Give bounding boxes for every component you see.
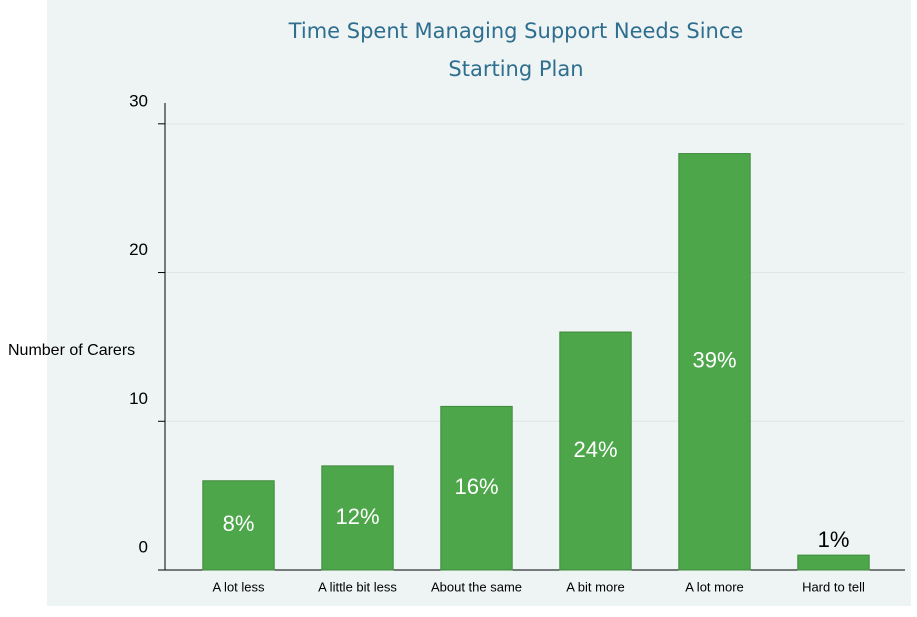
bar	[440, 405, 513, 571]
chart-title: Starting Plan	[448, 57, 583, 81]
chart-title: Time Spent Managing Support Needs Since	[288, 19, 744, 43]
data-label: 12%	[335, 504, 379, 529]
x-tick-label: A little bit less	[318, 579, 397, 594]
x-tick-label: A bit more	[566, 579, 625, 594]
y-tick-label: 20	[129, 240, 148, 259]
bar	[559, 331, 632, 571]
x-tick-label: Hard to tell	[802, 579, 865, 594]
bar	[678, 153, 751, 571]
data-label: 39%	[692, 348, 736, 373]
bar	[797, 554, 870, 571]
data-label: 1%	[818, 527, 850, 552]
y-tick-label: 0	[139, 537, 148, 556]
bar	[321, 465, 394, 571]
x-tick-label: A lot more	[685, 579, 744, 594]
bar	[202, 480, 275, 571]
data-label: 16%	[454, 474, 498, 499]
data-label: 24%	[573, 437, 617, 462]
y-axis-label: Number of Carers	[8, 342, 135, 359]
x-tick-label: A lot less	[212, 579, 265, 594]
y-tick-label: 30	[129, 91, 148, 110]
y-tick-label: 10	[129, 389, 148, 408]
x-tick-label: About the same	[431, 579, 522, 594]
data-label: 8%	[223, 511, 255, 536]
